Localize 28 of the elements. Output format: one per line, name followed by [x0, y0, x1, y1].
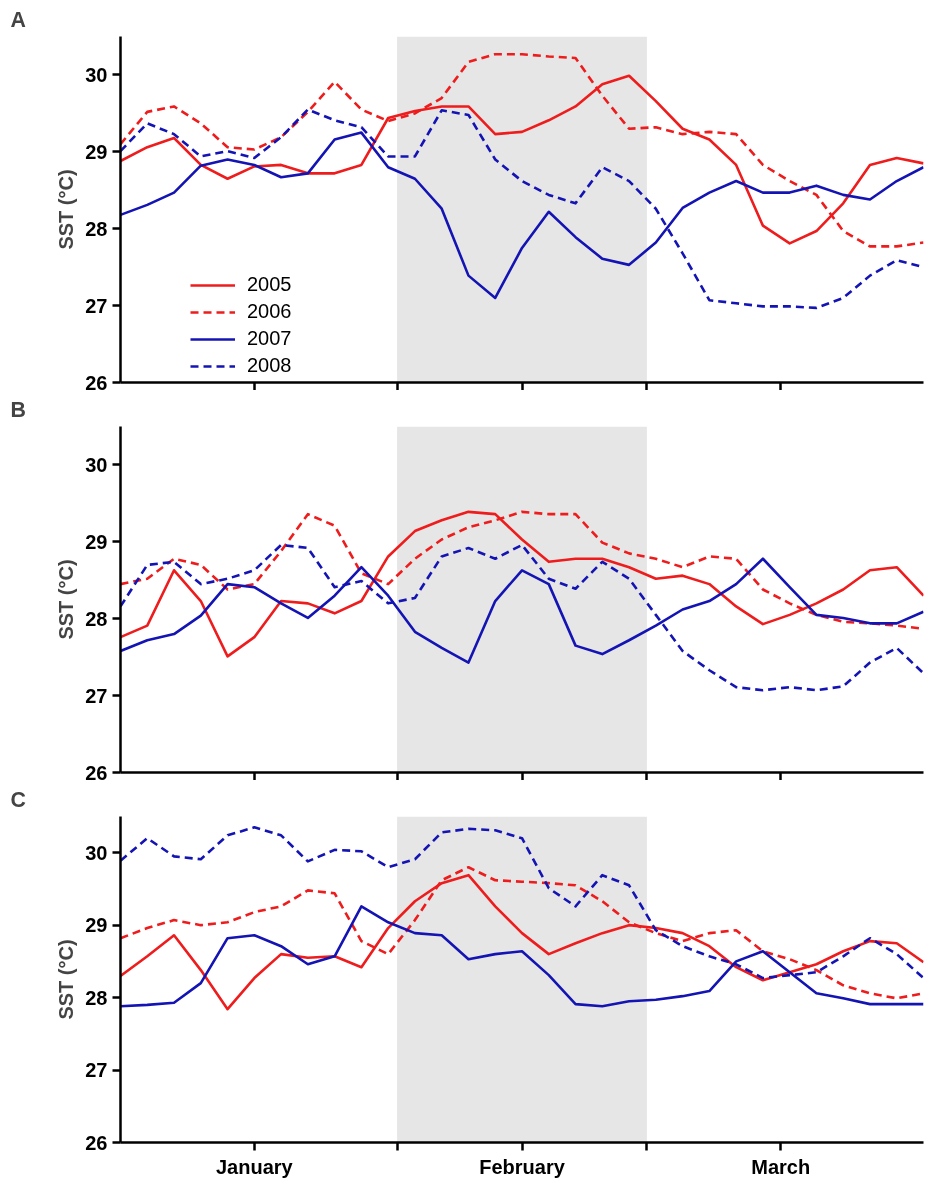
legend-label: 2006 [247, 300, 292, 323]
y-tick-label: 30 [85, 453, 108, 476]
chart-title: C [10, 787, 26, 812]
y-tick-label: 29 [85, 140, 108, 163]
y-tick-label: 26 [85, 761, 108, 784]
legend-label: 2008 [247, 354, 292, 377]
y-tick-label: 28 [85, 607, 108, 630]
y-axis-title: SST (°C) [55, 559, 78, 640]
y-tick-label: 29 [85, 914, 108, 937]
y-tick-label: 27 [85, 294, 108, 317]
y-axis-title: SST (°C) [55, 169, 78, 250]
x-tick-label: February [479, 1155, 566, 1178]
y-axis-title: SST (°C) [55, 939, 78, 1020]
legend-label: 2007 [247, 327, 292, 350]
y-tick-label: 27 [85, 1059, 108, 1082]
y-tick-label: 28 [85, 986, 108, 1009]
y-tick-label: 29 [85, 530, 108, 553]
legend-label: 2005 [247, 273, 292, 296]
y-tick-label: 30 [85, 63, 108, 86]
y-tick-label: 26 [85, 371, 108, 394]
y-tick-label: 26 [85, 1131, 108, 1154]
y-tick-label: 28 [85, 217, 108, 240]
y-tick-label: 30 [85, 841, 108, 864]
x-tick-label: March [751, 1155, 811, 1178]
chart-title: A [10, 7, 26, 32]
y-tick-label: 27 [85, 684, 108, 707]
x-tick-label: January [215, 1155, 294, 1178]
chart-title: B [10, 397, 26, 422]
